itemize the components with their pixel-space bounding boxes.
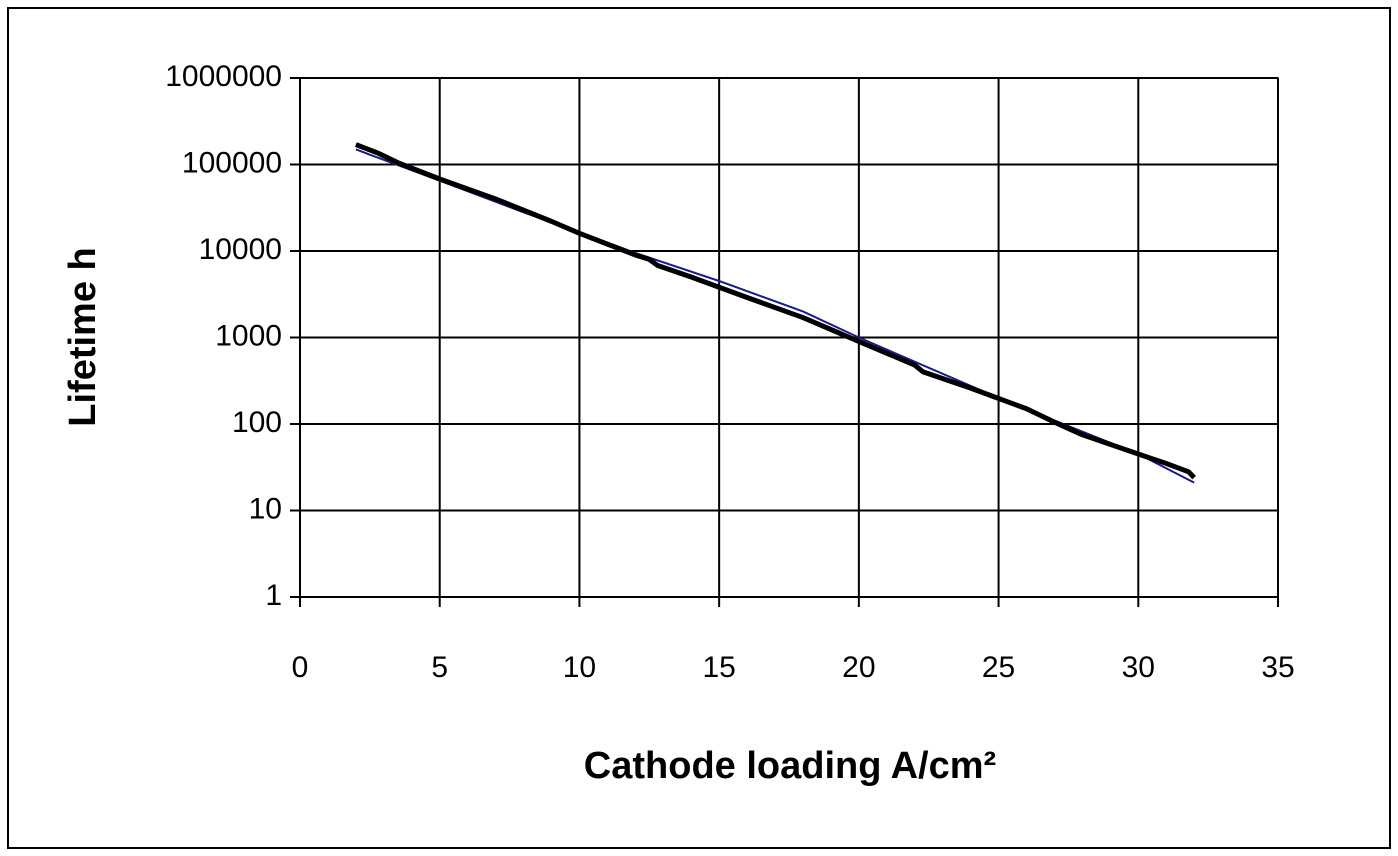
y-tick-label: 1000000 xyxy=(165,60,282,93)
data-line xyxy=(354,142,1196,480)
y-tick-label: 100000 xyxy=(182,146,282,179)
y-tick-label: 10000 xyxy=(199,233,282,266)
y-tick-label: 100 xyxy=(232,406,282,439)
x-tick-label: 5 xyxy=(431,651,448,684)
x-tick-label: 25 xyxy=(982,651,1015,684)
frame xyxy=(7,7,1391,849)
x-tick-label: 30 xyxy=(1122,651,1155,684)
y-axis-label: Lifetime h xyxy=(62,247,104,426)
x-tick-label: 15 xyxy=(702,651,735,684)
y-tick-label: 10 xyxy=(249,492,282,525)
x-axis-label: Cathode loading A/cm² xyxy=(584,745,996,787)
x-tick-label: 35 xyxy=(1261,651,1294,684)
y-tick-label: 1000 xyxy=(215,319,282,352)
x-tick-label: 20 xyxy=(842,651,875,684)
y-tick-label: 1 xyxy=(265,579,282,612)
x-tick-label: 0 xyxy=(292,651,309,684)
x-tick-label: 10 xyxy=(563,651,596,684)
